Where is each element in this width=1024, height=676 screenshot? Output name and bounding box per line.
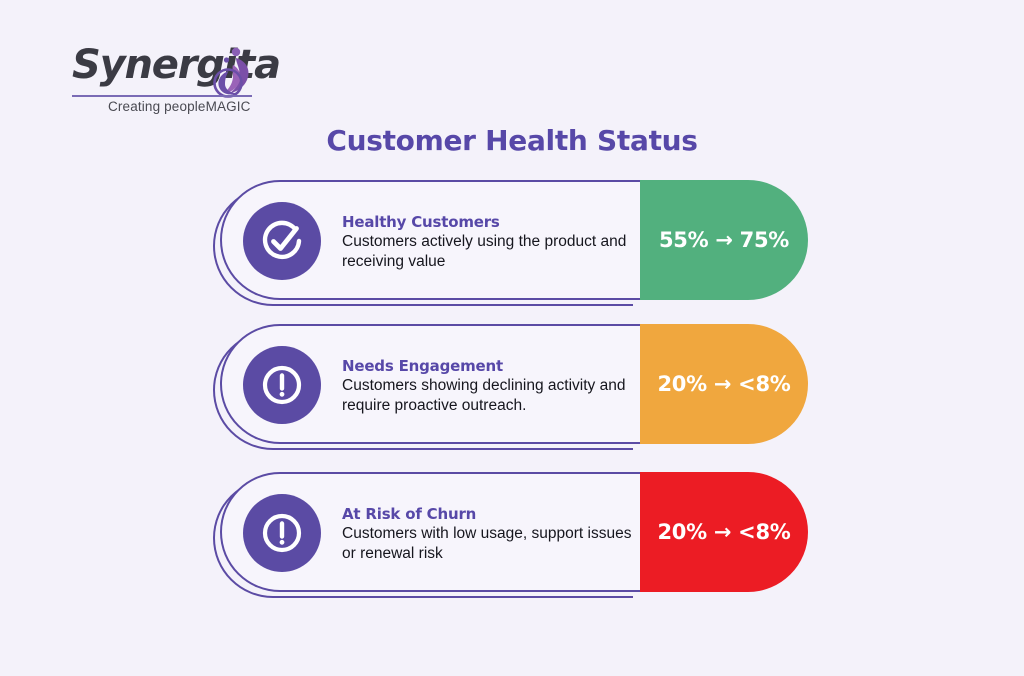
card-description: Customers showing declining activity and… — [342, 377, 626, 414]
logo-tagline: Creating peopleMAGIC — [108, 99, 251, 114]
card-body: At Risk of Churn Customers with low usag… — [220, 472, 640, 592]
card-value-pill: 55% → 75% — [640, 180, 808, 300]
card-title: Needs Engagement — [342, 357, 503, 375]
page-title: Customer Health Status — [326, 124, 698, 157]
health-status-card-healthy: Healthy Customers Customers actively usi… — [213, 180, 808, 306]
exclamation-circle-icon — [243, 494, 321, 572]
card-description: Customers actively using the product and… — [342, 233, 627, 270]
card-text-block: At Risk of Churn Customers with low usag… — [342, 474, 634, 594]
health-status-card-at-risk: At Risk of Churn Customers with low usag… — [213, 472, 808, 598]
card-text-block: Needs Engagement Customers showing decli… — [342, 326, 634, 446]
card-text-block: Healthy Customers Customers actively usi… — [342, 182, 634, 302]
check-circle-icon — [243, 202, 321, 280]
health-status-card-needs-engagement: Needs Engagement Customers showing decli… — [213, 324, 808, 450]
card-value-pill: 20% → <8% — [640, 472, 808, 592]
card-title: At Risk of Churn — [342, 505, 477, 523]
card-value-pill: 20% → <8% — [640, 324, 808, 444]
card-body: Needs Engagement Customers showing decli… — [220, 324, 640, 444]
card-title: Healthy Customers — [342, 213, 500, 231]
logo-divider — [72, 95, 252, 97]
exclamation-circle-icon — [243, 346, 321, 424]
card-body: Healthy Customers Customers actively usi… — [220, 180, 640, 300]
card-description: Customers with low usage, support issues… — [342, 525, 632, 562]
synergita-swirl-icon — [206, 45, 254, 101]
synergita-logo: Synergita Creating peopleMAGIC — [72, 42, 281, 116]
